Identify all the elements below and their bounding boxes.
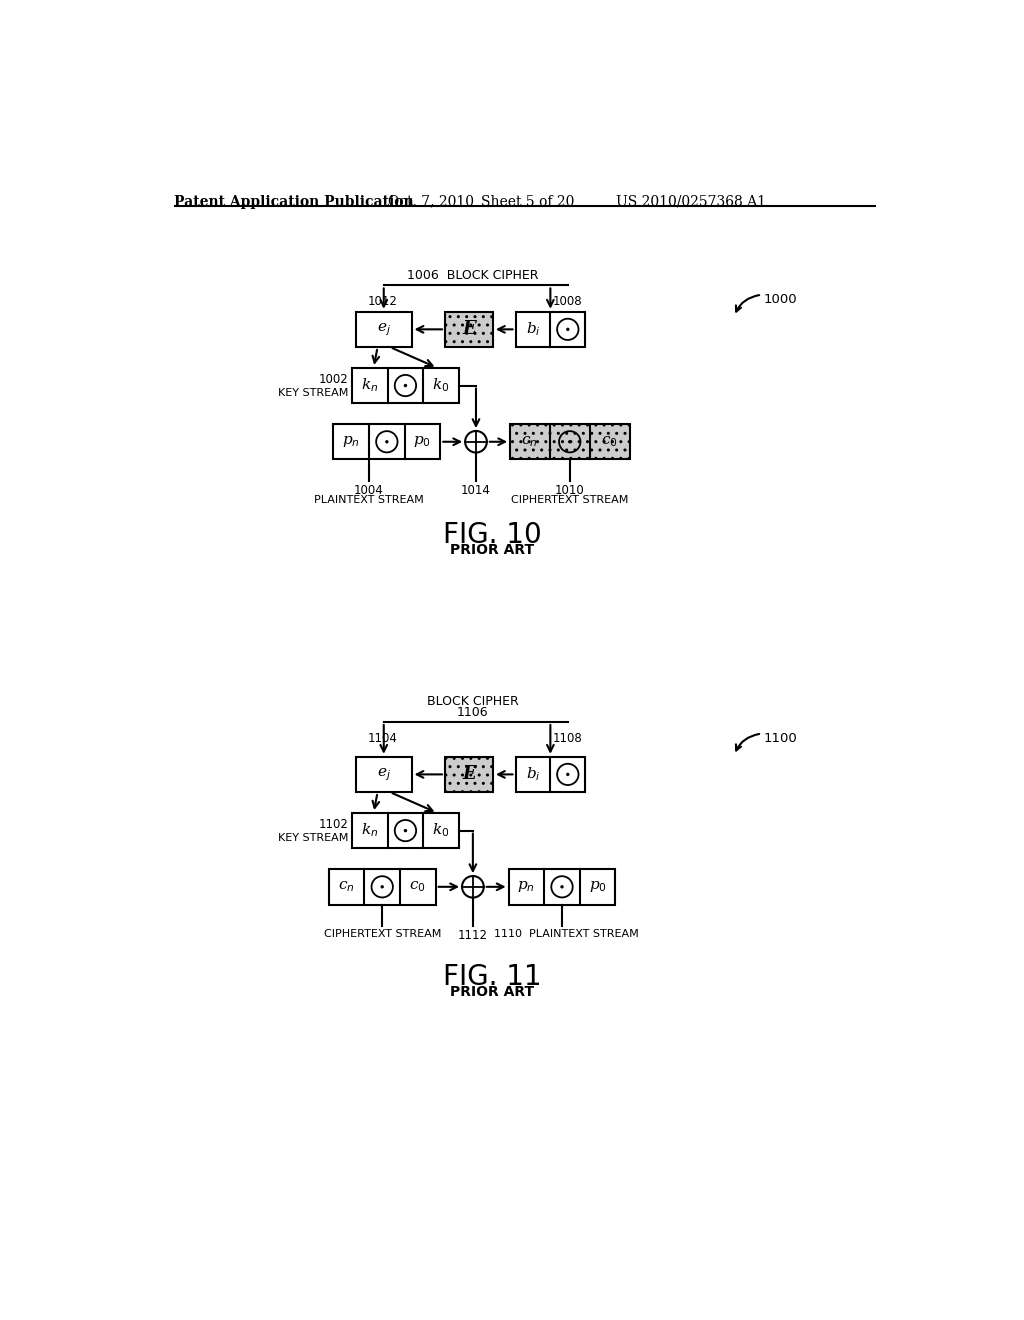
Text: E: E <box>462 766 476 783</box>
Text: 1000: 1000 <box>764 293 797 306</box>
Text: E: E <box>462 321 476 338</box>
Circle shape <box>566 772 569 776</box>
Text: c$_n$: c$_n$ <box>338 879 355 894</box>
Text: CIPHERTEXT STREAM: CIPHERTEXT STREAM <box>324 929 441 939</box>
Text: CIPHERTEXT STREAM: CIPHERTEXT STREAM <box>511 495 629 504</box>
Text: b$_i$: b$_i$ <box>525 766 541 783</box>
Text: KEY STREAM: KEY STREAM <box>278 388 348 399</box>
Text: 1110  PLAINTEXT STREAM: 1110 PLAINTEXT STREAM <box>494 929 638 939</box>
Text: 1008: 1008 <box>553 296 583 309</box>
Bar <box>334 424 440 459</box>
Bar <box>356 312 412 347</box>
Text: PRIOR ART: PRIOR ART <box>451 985 535 999</box>
Bar <box>445 756 493 792</box>
Text: 1108: 1108 <box>553 733 583 744</box>
Text: b$_i$: b$_i$ <box>525 321 541 338</box>
Text: 1002: 1002 <box>318 372 348 385</box>
Text: c$_0$: c$_0$ <box>410 879 426 894</box>
Text: 1104: 1104 <box>368 733 397 744</box>
Text: BLOCK CIPHER: BLOCK CIPHER <box>427 696 519 708</box>
Text: US 2010/0257368 A1: US 2010/0257368 A1 <box>616 194 766 209</box>
Text: e$_j$: e$_j$ <box>377 321 391 338</box>
Bar <box>510 424 630 459</box>
Bar <box>445 312 493 347</box>
Text: Oct. 7, 2010: Oct. 7, 2010 <box>388 194 474 209</box>
Text: FIG. 10: FIG. 10 <box>442 521 542 549</box>
Circle shape <box>403 829 408 833</box>
Bar <box>356 756 412 792</box>
Bar <box>509 869 615 904</box>
Circle shape <box>560 886 563 888</box>
Text: Patent Application Publication: Patent Application Publication <box>174 194 414 209</box>
Text: k$_0$: k$_0$ <box>432 376 450 395</box>
Text: 1106: 1106 <box>457 706 488 719</box>
Circle shape <box>403 384 408 387</box>
Text: 1004: 1004 <box>354 484 384 498</box>
Text: p$_0$: p$_0$ <box>414 434 431 449</box>
Bar <box>515 756 586 792</box>
Circle shape <box>381 886 384 888</box>
Text: e$_j$: e$_j$ <box>377 766 391 783</box>
Text: 1006  BLOCK CIPHER: 1006 BLOCK CIPHER <box>408 269 539 282</box>
Text: c$_0$: c$_0$ <box>601 434 618 449</box>
Text: 1012: 1012 <box>368 296 397 309</box>
Text: PRIOR ART: PRIOR ART <box>451 543 535 557</box>
Text: k$_n$: k$_n$ <box>361 376 379 395</box>
Text: 1100: 1100 <box>764 733 798 744</box>
Bar <box>329 869 435 904</box>
Text: 1112: 1112 <box>458 929 487 942</box>
Text: 1014: 1014 <box>461 484 490 498</box>
Text: p$_0$: p$_0$ <box>589 879 606 895</box>
Text: c$_n$: c$_n$ <box>521 434 538 449</box>
Bar <box>352 813 459 849</box>
Text: k$_0$: k$_0$ <box>432 822 450 840</box>
Bar <box>515 312 586 347</box>
Text: p$_n$: p$_n$ <box>517 879 536 895</box>
Circle shape <box>568 440 571 444</box>
Text: k$_n$: k$_n$ <box>361 822 379 840</box>
Text: FIG. 11: FIG. 11 <box>443 964 542 991</box>
Circle shape <box>385 440 388 444</box>
Text: p$_n$: p$_n$ <box>342 434 360 449</box>
Text: PLAINTEXT STREAM: PLAINTEXT STREAM <box>314 495 424 504</box>
Text: Sheet 5 of 20: Sheet 5 of 20 <box>480 194 574 209</box>
Bar <box>352 368 459 404</box>
Circle shape <box>566 327 569 331</box>
Text: 1102: 1102 <box>318 818 348 832</box>
Text: 1010: 1010 <box>555 484 585 498</box>
Text: KEY STREAM: KEY STREAM <box>278 833 348 843</box>
